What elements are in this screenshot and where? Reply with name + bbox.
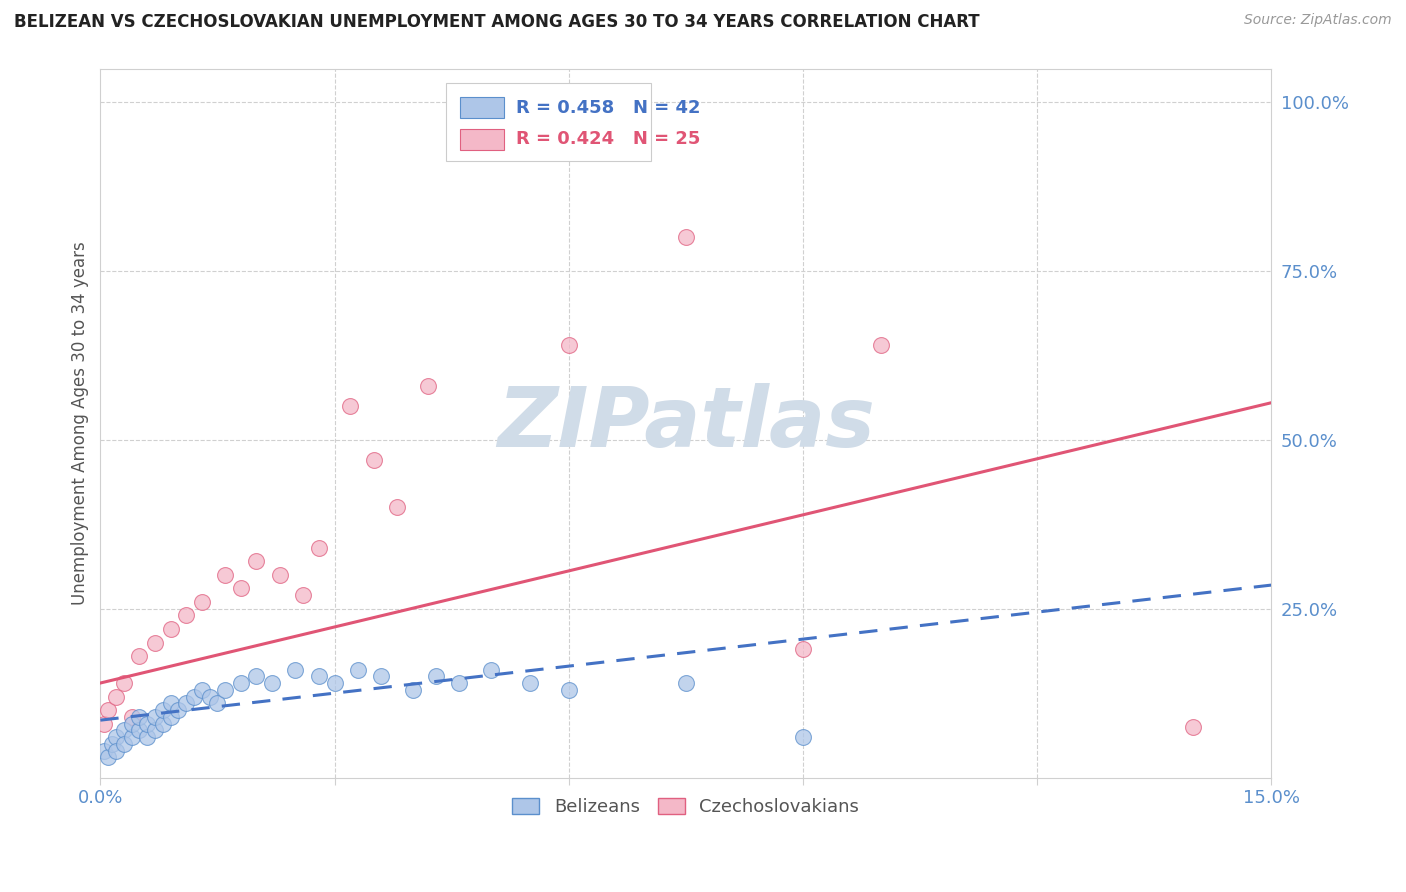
Point [308, 541, 330, 555]
Point [308, 669, 330, 683]
Point [869, 338, 891, 352]
Point [191, 682, 214, 697]
Point [101, 737, 124, 751]
Point [159, 622, 181, 636]
Point [245, 669, 267, 683]
Point [339, 399, 361, 413]
Point [152, 716, 174, 731]
Point [128, 723, 150, 738]
Point [167, 703, 190, 717]
Point [112, 676, 135, 690]
Point [1182, 720, 1205, 734]
Point [425, 669, 447, 683]
Legend: Belizeans, Czechoslovakians: Belizeans, Czechoslovakians [503, 789, 869, 825]
Point [347, 663, 370, 677]
Text: R = 0.458   N = 42: R = 0.458 N = 42 [516, 98, 700, 117]
Point [385, 500, 408, 515]
Point [191, 595, 214, 609]
Point [159, 710, 181, 724]
Point [557, 338, 579, 352]
Point [97, 703, 120, 717]
Point [207, 696, 229, 710]
Point [136, 730, 159, 744]
Point [449, 676, 471, 690]
Point [292, 588, 315, 602]
Point [136, 716, 159, 731]
Point [284, 663, 307, 677]
Point [152, 703, 174, 717]
Text: BELIZEAN VS CZECHOSLOVAKIAN UNEMPLOYMENT AMONG AGES 30 TO 34 YEARS CORRELATION C: BELIZEAN VS CZECHOSLOVAKIAN UNEMPLOYMENT… [14, 13, 980, 31]
Point [97, 750, 120, 764]
Point [245, 554, 267, 568]
Point [323, 676, 346, 690]
Point [269, 568, 291, 582]
FancyBboxPatch shape [460, 128, 505, 150]
FancyBboxPatch shape [460, 97, 505, 118]
Point [557, 682, 579, 697]
Point [229, 676, 252, 690]
FancyBboxPatch shape [446, 83, 651, 161]
Point [260, 676, 283, 690]
Point [121, 730, 143, 744]
Point [128, 710, 150, 724]
Point [214, 682, 236, 697]
Point [675, 676, 697, 690]
Point [675, 230, 697, 244]
Point [198, 690, 221, 704]
Point [93, 716, 115, 731]
Point [143, 710, 166, 724]
Point [159, 696, 181, 710]
Point [792, 642, 814, 657]
Point [112, 737, 135, 751]
Point [174, 608, 197, 623]
Point [112, 723, 135, 738]
Point [143, 723, 166, 738]
Text: R = 0.424   N = 25: R = 0.424 N = 25 [516, 130, 700, 148]
Point [370, 669, 392, 683]
Point [104, 690, 127, 704]
Point [401, 682, 423, 697]
Point [519, 676, 541, 690]
Point [128, 648, 150, 663]
Point [121, 716, 143, 731]
Y-axis label: Unemployment Among Ages 30 to 34 years: Unemployment Among Ages 30 to 34 years [72, 241, 89, 605]
Point [104, 743, 127, 757]
Text: ZIPatlas: ZIPatlas [496, 383, 875, 464]
Point [214, 568, 236, 582]
Point [121, 710, 143, 724]
Point [143, 635, 166, 649]
Point [418, 379, 440, 393]
Point [792, 730, 814, 744]
Point [104, 730, 127, 744]
Point [229, 582, 252, 596]
Point [183, 690, 205, 704]
Point [363, 453, 385, 467]
Point [93, 743, 115, 757]
Point [174, 696, 197, 710]
Text: Source: ZipAtlas.com: Source: ZipAtlas.com [1244, 13, 1392, 28]
Point [479, 663, 502, 677]
